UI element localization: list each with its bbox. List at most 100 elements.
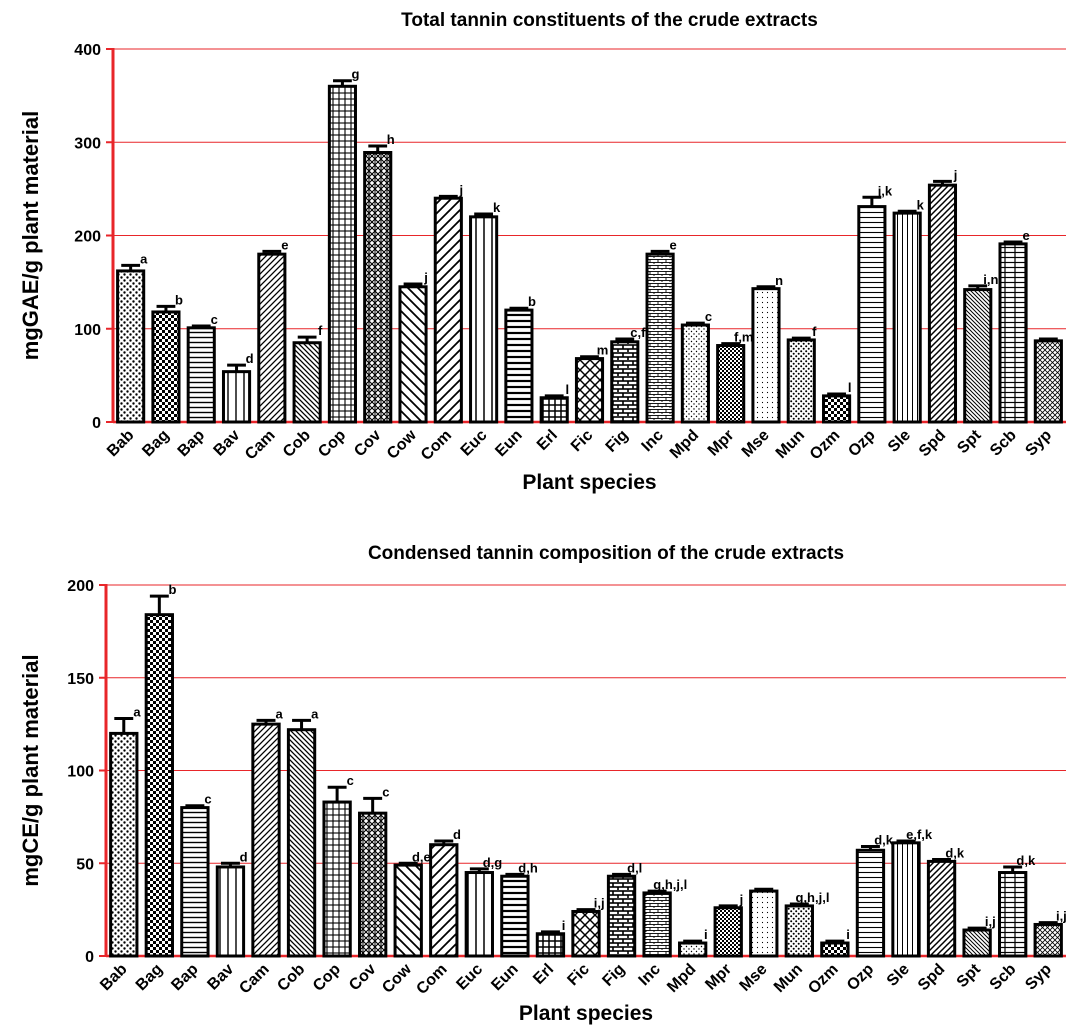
- x-axis-title: Plant species: [522, 471, 656, 494]
- x-tick-label: Scb: [987, 427, 1020, 460]
- bar-spd: [927, 183, 958, 424]
- y-axis-title: mgGAE/g plant material: [18, 111, 43, 360]
- y-tick-label: 100: [74, 322, 101, 339]
- bar-bab: [116, 269, 146, 424]
- x-tick-label: Ozp: [845, 427, 879, 461]
- x-tick-label: Mpr: [705, 427, 738, 460]
- bar-ozm: [820, 941, 850, 958]
- bar-bap: [180, 806, 210, 958]
- bar-group: c Cov: [346, 784, 389, 994]
- significance-label: a: [140, 251, 148, 266]
- significance-label: j: [953, 167, 958, 182]
- bar-sle: [891, 841, 921, 958]
- significance-label: j,k: [877, 183, 893, 198]
- bar-cob: [286, 728, 317, 958]
- bar-group: a Bab: [104, 251, 148, 460]
- x-tick-label: Erl: [534, 427, 561, 454]
- bar-bag: [144, 613, 174, 958]
- x-tick-label: Fic: [564, 961, 592, 989]
- x-axis-title: Plant species: [519, 1002, 653, 1025]
- significance-label: k: [493, 200, 501, 215]
- bar-group: a Cob: [274, 706, 319, 994]
- bar-com: [429, 843, 459, 958]
- significance-label: j: [459, 182, 464, 197]
- chart-total-tannin-svg: Total tannin constituents of the crude e…: [18, 10, 1066, 494]
- x-tick-label: Cow: [384, 426, 420, 462]
- bar-cov: [358, 811, 388, 958]
- significance-label: j: [423, 270, 428, 285]
- x-tick-label: Bav: [204, 961, 237, 994]
- bar-mun: [786, 338, 816, 424]
- bar-group: e,f,k Sle: [884, 827, 933, 990]
- significance-label: d: [240, 849, 248, 864]
- x-tick-label: Ozm: [807, 427, 844, 464]
- significance-label: a: [311, 706, 319, 721]
- significance-label: d,k: [1016, 853, 1036, 868]
- x-tick-label: Cow: [379, 960, 415, 996]
- bar-cop: [322, 800, 352, 958]
- significance-label: n: [775, 273, 783, 288]
- x-tick-label: Mse: [737, 961, 771, 995]
- bar-euc: [469, 215, 499, 424]
- bar-mpd: [680, 323, 710, 424]
- x-tick-label: Fig: [599, 961, 628, 990]
- x-tick-label: Syp: [1022, 961, 1055, 994]
- significance-label: e,f,k: [906, 827, 933, 842]
- bar-bap: [186, 326, 216, 424]
- bar-spt: [962, 928, 992, 958]
- bar-cow: [398, 285, 428, 424]
- bar-group: d,k Ozp: [844, 833, 894, 995]
- bar-sle: [892, 211, 922, 424]
- x-tick-label: Fig: [603, 427, 632, 456]
- significance-label: c: [211, 312, 218, 327]
- x-tick-label: Bab: [104, 427, 138, 461]
- significance-label: h: [387, 132, 395, 147]
- bar-mpr: [713, 906, 743, 958]
- bar-group: i,j Fic: [564, 896, 604, 990]
- significance-label: g,h,j,l: [653, 877, 687, 892]
- significance-label: d: [246, 351, 254, 366]
- significance-label: d,k: [945, 846, 965, 861]
- x-tick-label: Mun: [773, 427, 808, 462]
- y-tick-label: 150: [67, 671, 94, 688]
- y-tick-label: 200: [67, 578, 94, 595]
- x-tick-label: Bap: [168, 961, 202, 995]
- x-tick-label: Inc: [639, 427, 667, 455]
- bar-group: c Bap: [168, 792, 211, 994]
- significance-label: f,m: [734, 330, 754, 345]
- bar-eun: [504, 308, 534, 424]
- chart-condensed-tannin: Condensed tannin composition of the crud…: [0, 530, 1066, 1027]
- significance-label: d: [453, 827, 461, 842]
- significance-label: i,j: [985, 914, 996, 929]
- x-tick-label: Spt: [954, 426, 985, 457]
- bar-group: Syp: [1022, 337, 1063, 460]
- x-tick-label: Mpr: [702, 961, 735, 994]
- x-tick-label: Eun: [488, 961, 521, 994]
- bar-mse: [751, 287, 781, 424]
- bar-erl: [535, 932, 566, 958]
- x-tick-label: Mse: [739, 427, 773, 461]
- x-tick-label: Bag: [133, 961, 166, 994]
- bar-group: b Eun: [492, 294, 536, 460]
- significance-label: i: [704, 927, 708, 942]
- chart-total-tannin: Total tannin constituents of the crude e…: [0, 0, 1066, 500]
- bar-cov: [363, 151, 393, 424]
- bar-cob: [292, 341, 322, 424]
- bar-group: d,l Fig: [599, 860, 642, 989]
- bar-cop: [327, 84, 357, 424]
- bar-group: a Bab: [97, 705, 141, 995]
- x-tick-label: Syp: [1022, 427, 1055, 460]
- x-tick-label: Scb: [987, 961, 1020, 994]
- significance-label: i,n: [983, 272, 998, 287]
- significance-label: e: [670, 237, 677, 252]
- significance-label: i: [846, 927, 850, 942]
- significance-label: c: [347, 773, 354, 788]
- significance-label: k: [917, 197, 925, 212]
- bar-group: a Cam: [236, 706, 283, 997]
- bar-group: n Mse: [739, 273, 783, 461]
- bar-group: d,h Eun: [488, 860, 538, 994]
- x-tick-label: Inc: [636, 961, 664, 989]
- significance-label: b: [169, 582, 177, 597]
- chart-title: Total tannin constituents of the crude e…: [401, 10, 818, 31]
- x-tick-label: Cam: [242, 427, 279, 464]
